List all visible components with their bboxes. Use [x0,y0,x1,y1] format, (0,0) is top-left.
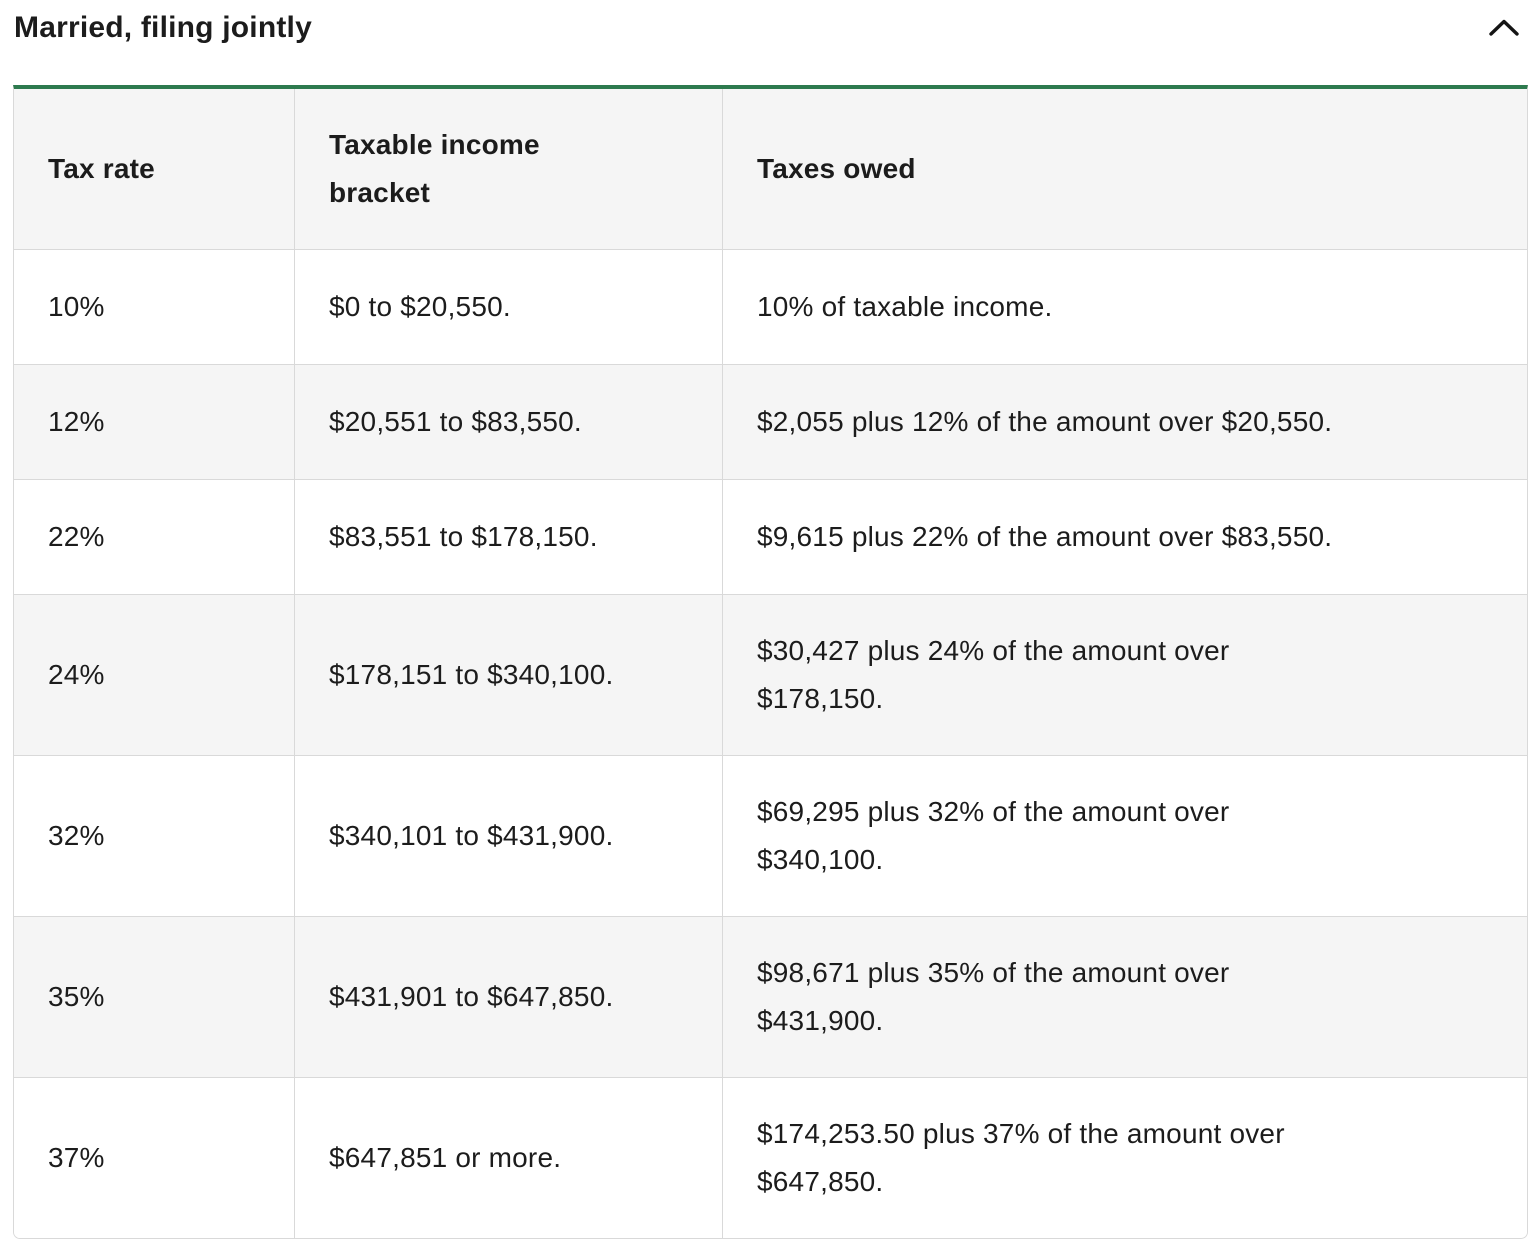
tax-rate-cell: 22% [14,480,295,594]
table-row: 24% $178,151 to $340,100. $30,427 plus 2… [14,594,1527,755]
tax-rate-cell: 10% [14,250,295,364]
income-bracket-cell: $431,901 to $647,850. [295,917,723,1077]
table-header-row: Tax rate Taxable income bracket Taxes ow… [14,89,1527,249]
tax-rate-cell: 12% [14,365,295,479]
income-bracket-cell: $83,551 to $178,150. [295,480,723,594]
table-row: 12% $20,551 to $83,550. $2,055 plus 12% … [14,364,1527,479]
income-bracket-cell: $178,151 to $340,100. [295,595,723,755]
tax-rate-cell: 37% [14,1078,295,1238]
tax-bracket-table: Tax rate Taxable income bracket Taxes ow… [13,85,1528,1239]
income-bracket-cell: $340,101 to $431,900. [295,756,723,916]
table-row: 35% $431,901 to $647,850. $98,671 plus 3… [14,916,1527,1077]
column-header-taxable-income-bracket: Taxable income bracket [295,89,723,249]
section-title: Married, filing jointly [14,11,312,44]
taxes-owed-cell: $30,427 plus 24% of the amount over $178… [757,635,1230,714]
income-bracket-cell: $20,551 to $83,550. [295,365,723,479]
collapse-button[interactable] [1486,14,1522,44]
tax-rate-cell: 32% [14,756,295,916]
table-row: 22% $83,551 to $178,150. $9,615 plus 22%… [14,479,1527,594]
taxes-owed-cell: $9,615 plus 22% of the amount over $83,5… [757,521,1333,552]
chevron-up-icon [1488,19,1520,40]
accordion-header[interactable]: Married, filing jointly [0,0,1540,55]
table-row: 37% $647,851 or more. $174,253.50 plus 3… [14,1077,1527,1238]
taxes-owed-cell: $2,055 plus 12% of the amount over $20,5… [757,406,1333,437]
taxes-owed-cell: $69,295 plus 32% of the amount over $340… [757,796,1230,875]
income-bracket-cell: $647,851 or more. [295,1078,723,1238]
table-body: 10% $0 to $20,550. 10% of taxable income… [14,249,1527,1238]
taxes-owed-cell: 10% of taxable income. [757,291,1053,322]
income-bracket-cell: $0 to $20,550. [295,250,723,364]
taxes-owed-cell: $174,253.50 plus 37% of the amount over … [757,1118,1285,1197]
column-header-tax-rate: Tax rate [14,89,295,249]
table-row: 32% $340,101 to $431,900. $69,295 plus 3… [14,755,1527,916]
tax-rate-cell: 24% [14,595,295,755]
taxes-owed-cell: $98,671 plus 35% of the amount over $431… [757,957,1230,1036]
table-row: 10% $0 to $20,550. 10% of taxable income… [14,249,1527,364]
tax-rate-cell: 35% [14,917,295,1077]
column-header-taxes-owed: Taxes owed [757,153,916,184]
